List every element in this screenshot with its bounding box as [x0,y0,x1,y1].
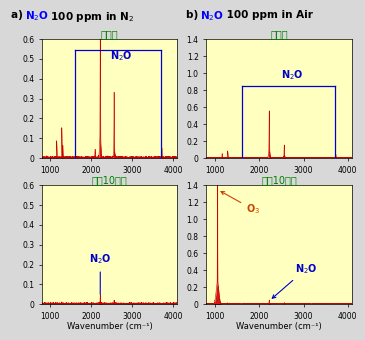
X-axis label: Wavenumber (cm⁻¹): Wavenumber (cm⁻¹) [67,322,152,331]
Title: 照射10分後: 照射10分後 [92,175,127,185]
Text: N$_2$O: N$_2$O [25,10,49,23]
Text: N$_2$O: N$_2$O [281,68,304,82]
Text: N$_2$O: N$_2$O [111,49,133,63]
Text: 100 ppm in Air: 100 ppm in Air [223,10,312,19]
X-axis label: Wavenumber (cm⁻¹): Wavenumber (cm⁻¹) [237,322,322,331]
Text: O$_3$: O$_3$ [221,191,260,216]
Text: b): b) [186,10,202,19]
Text: a): a) [11,10,26,19]
Title: 照射前: 照射前 [270,29,288,39]
Text: 100 ppm in N$_2$: 100 ppm in N$_2$ [47,10,135,23]
Text: N$_2$O: N$_2$O [200,10,224,23]
Text: N$_2$O: N$_2$O [272,262,317,298]
Title: 照射前: 照射前 [101,29,118,39]
Text: N$_2$O: N$_2$O [89,253,112,294]
Title: 照射10分後: 照射10分後 [261,175,297,185]
